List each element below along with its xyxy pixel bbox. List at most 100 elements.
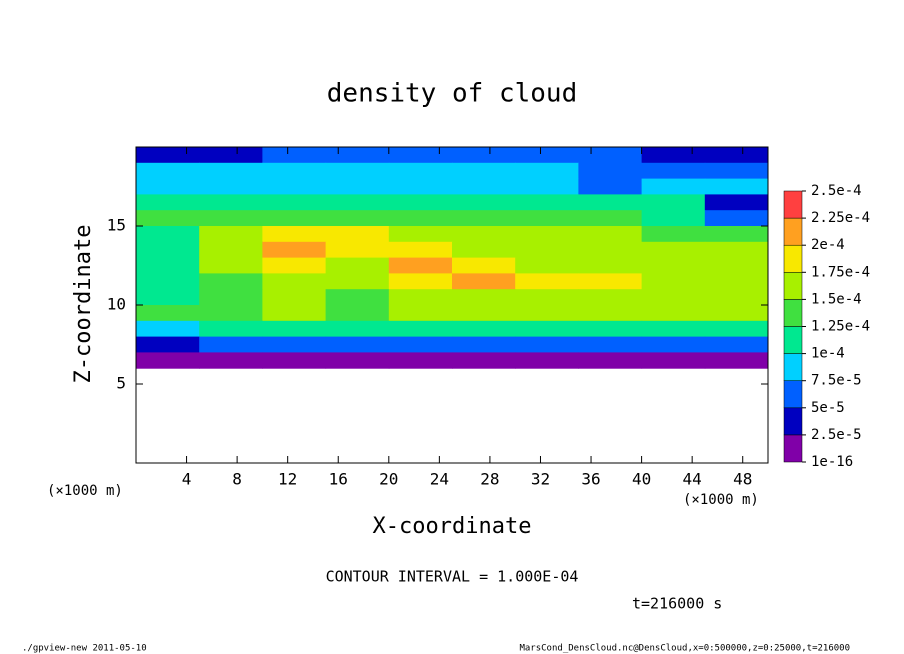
heat-cell <box>641 194 706 211</box>
heat-cell <box>388 147 453 164</box>
heat-cell <box>641 210 706 227</box>
heat-cell <box>578 305 643 322</box>
heat-cell <box>515 194 579 211</box>
heat-cell <box>452 352 516 369</box>
heat-cell <box>199 241 263 259</box>
footer-left: ./gpview-new 2011-05-10 <box>22 644 147 654</box>
colorbar-box <box>783 380 803 409</box>
heat-cell <box>704 352 769 369</box>
heat-cell <box>515 336 579 353</box>
heat-cell <box>325 210 390 227</box>
heat-cell <box>641 336 706 353</box>
heat-cell <box>515 273 579 290</box>
heat-cell <box>136 162 200 180</box>
heat-cell <box>578 226 643 243</box>
heat-cell <box>388 305 453 322</box>
heat-cell <box>199 147 263 164</box>
heat-cell <box>641 162 706 180</box>
heat-cell <box>199 289 263 306</box>
heat-cell <box>136 194 200 211</box>
heat-cell <box>325 194 390 211</box>
heat-cell <box>325 336 390 353</box>
colorbar-label: 1e-4 <box>811 346 845 362</box>
colorbar-box <box>783 217 803 246</box>
heat-cell <box>452 194 516 211</box>
heat-cell <box>262 273 327 290</box>
heat-cell <box>325 178 390 195</box>
heat-cell <box>578 178 643 195</box>
heat-cell <box>262 352 327 369</box>
colorbar-box <box>783 244 803 273</box>
colorbar-box <box>783 407 803 436</box>
heat-cell <box>136 210 200 227</box>
heat-cell <box>578 162 643 180</box>
heat-cell <box>136 273 200 290</box>
colorbar-label: 1.25e-4 <box>811 319 870 335</box>
heat-cell <box>515 289 579 306</box>
heat-cell <box>452 336 516 353</box>
heat-cell <box>325 352 390 369</box>
heat-cell <box>199 273 263 290</box>
chart-title: density of cloud <box>327 79 577 109</box>
heat-cell <box>325 289 390 306</box>
colorbar-label: 2.25e-4 <box>811 210 870 226</box>
heat-cell <box>704 305 769 322</box>
heat-cell <box>136 320 200 338</box>
x-tick-label: 44 <box>683 470 702 489</box>
heat-cell <box>136 147 200 164</box>
heat-cell <box>325 162 390 180</box>
x-axis-label: X-coordinate <box>373 514 532 539</box>
heat-cell <box>136 305 200 322</box>
heat-cell <box>578 147 643 164</box>
heat-cell <box>641 241 706 259</box>
heat-cell <box>388 241 453 259</box>
heat-cell <box>704 178 769 195</box>
heat-cell <box>388 210 453 227</box>
heat-cell <box>704 226 769 243</box>
heat-cell <box>452 162 516 180</box>
x-tick-label: 24 <box>430 470 449 489</box>
heat-cell <box>325 305 390 322</box>
heat-cell <box>578 352 643 369</box>
y-tick-label: 5 <box>116 374 126 393</box>
heat-cell <box>388 257 453 274</box>
heat-cell <box>199 194 263 211</box>
heat-cell <box>262 226 327 243</box>
heat-cell <box>325 226 390 243</box>
heat-cell <box>515 147 579 164</box>
heat-cell <box>641 147 706 164</box>
heat-cell <box>388 226 453 243</box>
heat-cell <box>325 273 390 290</box>
x-tick-label: 40 <box>632 470 651 489</box>
heat-cell <box>452 320 516 338</box>
heat-cell <box>199 305 263 322</box>
colorbar-label: 7.5e-5 <box>811 373 862 389</box>
heat-cell <box>704 257 769 274</box>
heat-cell <box>641 273 706 290</box>
x-tick-label: 16 <box>329 470 348 489</box>
heat-cell <box>452 289 516 306</box>
heat-cell <box>578 194 643 211</box>
y-axis-label: Z-coordinate <box>71 225 96 384</box>
x-tick-label: 28 <box>480 470 499 489</box>
x-tick-label: 4 <box>182 470 192 489</box>
heat-cell <box>325 241 390 259</box>
heat-cell <box>704 210 769 227</box>
colorbar-box <box>783 272 803 300</box>
x-unit: (×1000 m) <box>683 492 759 508</box>
heat-cell <box>325 147 390 164</box>
heat-cell <box>262 178 327 195</box>
heat-cell <box>515 210 579 227</box>
heat-cell <box>704 273 769 290</box>
heat-cell <box>578 241 643 259</box>
heat-cell <box>136 241 200 259</box>
y-tick-label: 15 <box>107 216 126 235</box>
heat-cell <box>452 210 516 227</box>
heat-cell <box>704 320 769 338</box>
x-tick-label: 32 <box>531 470 550 489</box>
heat-cell <box>325 257 390 274</box>
heat-cell <box>388 162 453 180</box>
x-tick-label: 20 <box>379 470 398 489</box>
heat-cell <box>578 273 643 290</box>
